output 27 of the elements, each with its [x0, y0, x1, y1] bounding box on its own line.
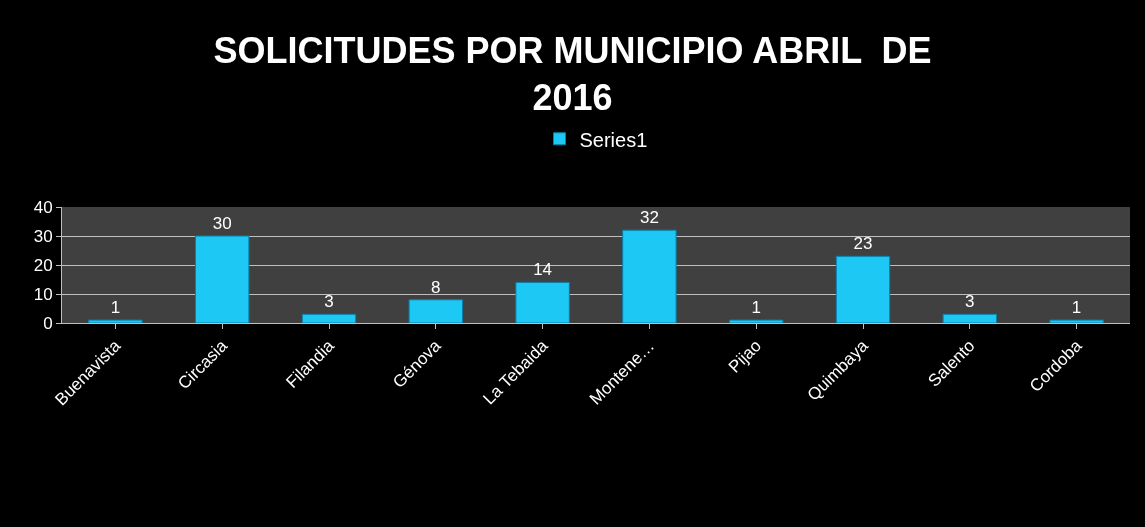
data-label: 30 — [212, 214, 232, 233]
y-tick-label: 40 — [33, 197, 53, 217]
data-label: 8 — [431, 277, 441, 297]
y-tick-label: 20 — [33, 255, 53, 275]
y-tick-label: 30 — [33, 226, 53, 246]
bar — [301, 313, 357, 323]
legend-label: Series1 — [579, 128, 648, 151]
data-label: 3 — [965, 292, 975, 312]
bar — [835, 255, 891, 323]
data-label: 14 — [533, 260, 553, 280]
bar — [942, 313, 997, 323]
bar — [729, 319, 784, 323]
data-label: 1 — [1071, 298, 1082, 318]
bar — [622, 229, 677, 323]
data-label: 1 — [110, 298, 121, 318]
chart-title: SOLICITUDES POR MUNICIPIO ABRIL DE 2016 — [213, 30, 932, 119]
bar — [408, 299, 463, 323]
data-label: 1 — [751, 298, 761, 318]
bar — [88, 319, 143, 323]
bar — [1049, 319, 1104, 323]
bar — [515, 281, 570, 323]
data-label: 3 — [324, 292, 334, 312]
data-label: 23 — [853, 234, 873, 254]
data-label: 32 — [639, 208, 659, 228]
bar — [195, 235, 250, 323]
y-tick-label: 10 — [33, 284, 53, 304]
y-tick-label: 0 — [43, 313, 53, 333]
